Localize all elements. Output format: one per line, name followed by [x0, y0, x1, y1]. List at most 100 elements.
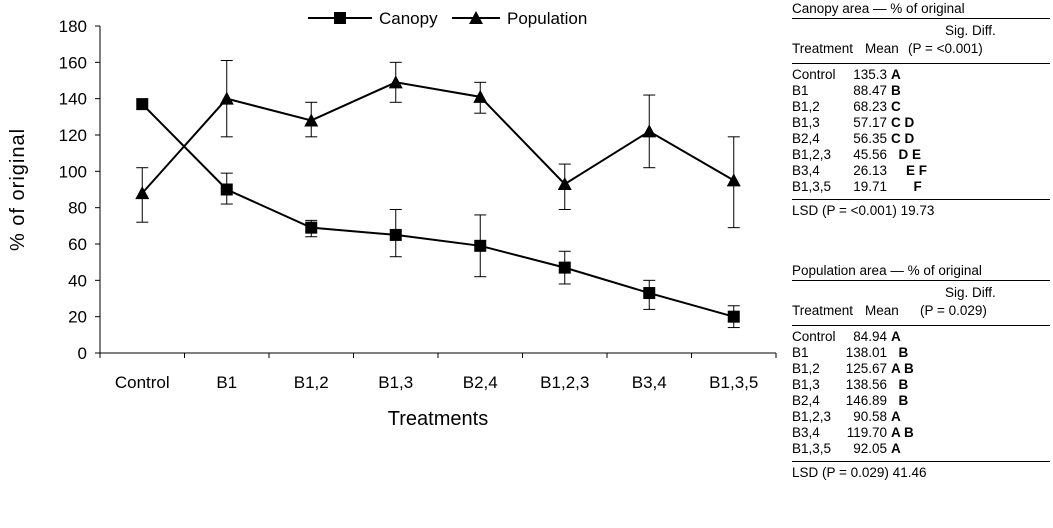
- header-mean: Mean: [865, 303, 899, 318]
- table-row: B1,3,5 92.05 A: [792, 441, 1050, 457]
- population-data-point: [642, 124, 657, 138]
- cell-mean: 125.67: [845, 361, 887, 376]
- cell-treatment: B1: [792, 345, 809, 360]
- y-tick-label: 140: [59, 90, 87, 109]
- table-lsd: LSD (P = <0.001) 19.73: [792, 199, 1050, 222]
- canopy-data-point: [389, 228, 402, 241]
- table-title: Population area — % of original: [792, 263, 982, 278]
- cell-mean: 92.05: [853, 441, 887, 456]
- cell-sig-letters: B: [891, 83, 901, 98]
- canopy-data-point: [220, 183, 233, 196]
- population-series-line: [141, 81, 735, 194]
- y-axis-title: % of original: [7, 128, 29, 251]
- population-data-point: [135, 186, 150, 200]
- y-tick-label: 180: [59, 17, 87, 36]
- line-chart: 0 20 40 60 80 100 120 140 160 180 Control B1 B1,2 B1,…: [7, 9, 777, 430]
- cell-sig-letters: A: [891, 67, 901, 82]
- header-treatment: Treatment: [792, 41, 854, 56]
- cell-sig-letters: A: [891, 409, 901, 424]
- header-sig-diff: Sig. Diff.: [945, 23, 996, 38]
- population-stats-table: Population area — % of original Treatmen…: [792, 262, 1050, 484]
- canopy-data-point: [643, 287, 656, 300]
- cell-mean: 135.3: [853, 67, 887, 82]
- cell-sig-letters: C D: [891, 115, 915, 130]
- header-p-value: (P = <0.001): [908, 41, 983, 56]
- table-lsd: LSD (P = 0.029) 41.46: [792, 461, 1050, 484]
- cell-treatment: B2,4: [792, 393, 820, 408]
- cell-sig-letters: C D: [891, 131, 915, 146]
- legend-population-label: Population: [507, 9, 587, 28]
- cell-sig-letters: E F: [891, 163, 928, 178]
- cell-treatment: B1,3: [792, 377, 820, 392]
- cell-treatment: Control: [792, 67, 836, 82]
- canopy-data-point: [305, 221, 318, 234]
- y-tick-label: 80: [68, 199, 87, 218]
- cell-sig-letters: A B: [891, 361, 914, 376]
- canopy-series-line: [141, 103, 735, 318]
- cell-mean: 90.58: [853, 409, 887, 424]
- cell-mean: 19.71: [853, 179, 887, 194]
- cell-sig-letters: C: [891, 99, 901, 114]
- table-body: Control 135.3 A B1 88.47 B B1,2 68.23 C B1,3 57.17…: [792, 64, 1050, 195]
- table-row: B1,3 57.17 C D: [792, 115, 1050, 131]
- cell-treatment: B1,2,3: [792, 147, 832, 162]
- table-row: B1,3,5 19.71 F: [792, 179, 1050, 195]
- cell-sig-letters: A B: [891, 425, 914, 440]
- cell-mean: 88.47: [853, 83, 887, 98]
- cell-sig-letters: A: [891, 329, 901, 344]
- cell-treatment: B1,2: [792, 99, 820, 114]
- y-tick-label: 100: [59, 162, 87, 181]
- x-tick-label: B2,4: [463, 373, 498, 392]
- cell-treatment: B3,4: [792, 425, 820, 440]
- cell-sig-letters: D E: [891, 147, 922, 162]
- table-row: B2,4 146.89 B: [792, 393, 1050, 409]
- table-row: B3,4 26.13 E F: [792, 163, 1050, 179]
- y-tick-label: 160: [59, 53, 87, 72]
- cell-treatment: B1,2,3: [792, 409, 832, 424]
- canopy-data-point: [474, 239, 487, 252]
- cell-mean: 68.23: [853, 99, 887, 114]
- table-row: B1 138.01 B: [792, 345, 1050, 361]
- canopy-data-point: [727, 310, 740, 323]
- cell-mean: 26.13: [853, 163, 887, 178]
- population-data-point: [726, 173, 741, 187]
- cell-treatment: B3,4: [792, 163, 820, 178]
- table-row: Control 135.3 A: [792, 67, 1050, 83]
- cell-mean: 56.35: [853, 131, 887, 146]
- x-axis-title: Treatments: [388, 408, 488, 430]
- cell-treatment: B1,3: [792, 115, 820, 130]
- table-title: Canopy area — % of original: [792, 1, 965, 16]
- x-tick-label: B3,4: [632, 373, 667, 392]
- cell-mean: 57.17: [853, 115, 887, 130]
- chart-legend: Canopy Population: [308, 9, 587, 28]
- canopy-data-point: [558, 261, 571, 274]
- canopy-data-point: [136, 98, 149, 111]
- cell-mean: 119.70: [846, 425, 887, 440]
- header-p-value: (P = 0.029): [920, 303, 987, 318]
- x-tick-label: B1: [216, 373, 237, 392]
- legend-canopy-label: Canopy: [379, 9, 438, 28]
- cell-mean: 138.01: [845, 345, 887, 360]
- cell-treatment: B1,3,5: [792, 441, 832, 456]
- canopy-stats-table: Canopy area — % of original Treatment Me…: [792, 0, 1050, 222]
- y-tick-label: 20: [68, 308, 87, 327]
- x-tick-label: Control: [115, 373, 170, 392]
- population-data-point: [304, 113, 319, 127]
- cell-mean: 45.56: [853, 147, 887, 162]
- header-treatment: Treatment: [792, 303, 854, 318]
- table-header: Treatment Mean Sig. Diff. (P = <0.001): [792, 18, 1050, 64]
- table-row: B2,4 56.35 C D: [792, 131, 1050, 147]
- y-tick-label: 60: [68, 235, 87, 254]
- table-body: Control 84.94 A B1 138.01 B B1,2 125.67 A B B1,3…: [792, 326, 1050, 457]
- x-tick-label: B1,3,5: [709, 373, 758, 392]
- table-row: Control 84.94 A: [792, 329, 1050, 345]
- population-data-point: [388, 75, 403, 89]
- legend-canopy-marker: [334, 12, 346, 24]
- table-row: B1,2 68.23 C: [792, 99, 1050, 115]
- table-row: B1 88.47 B: [792, 83, 1050, 99]
- x-tick-label: B1,3: [378, 373, 413, 392]
- table-row: B1,3 138.56 B: [792, 377, 1050, 393]
- cell-mean: 84.94: [853, 329, 887, 344]
- y-tick-label: 40: [68, 271, 87, 290]
- population-data-point: [557, 177, 572, 191]
